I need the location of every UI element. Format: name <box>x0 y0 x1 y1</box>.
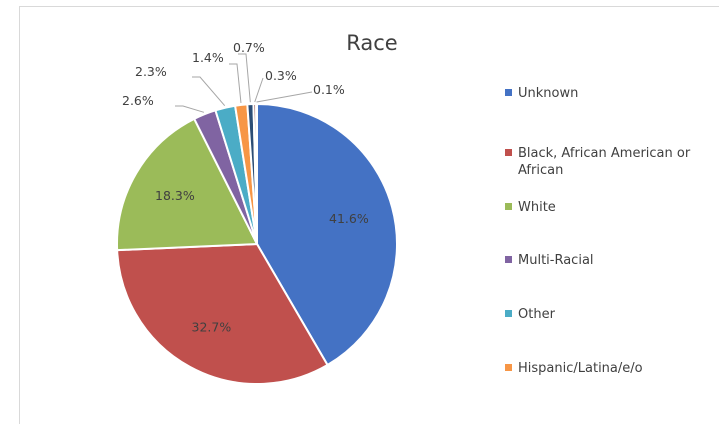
data-label: 32.7% <box>192 320 232 335</box>
leader-line <box>238 53 251 103</box>
leader-line <box>256 91 313 103</box>
legend-swatch <box>505 203 512 210</box>
data-label: 2.3% <box>135 64 167 79</box>
legend-item-black: Black, African American or African <box>505 145 718 179</box>
pie-slice <box>116 117 259 252</box>
pie-slice <box>116 242 329 385</box>
leader-line <box>229 63 242 103</box>
leader-line <box>175 105 205 113</box>
data-label: 41.6% <box>329 211 369 226</box>
chart-title: Race <box>346 31 397 55</box>
legend-item-white: White <box>505 199 556 216</box>
legend-item-unknown: Unknown <box>505 85 578 102</box>
legend-item-other: Other <box>505 306 555 323</box>
legend-swatch <box>505 89 512 96</box>
legend-swatch <box>505 149 512 156</box>
pie-slices <box>116 102 398 385</box>
legend-item-multi-racial: Multi-Racial <box>505 252 594 269</box>
legend-label: Multi-Racial <box>518 253 594 268</box>
legend-item-hispanic: Hispanic/Latina/e/o <box>505 360 643 377</box>
pie-slice <box>255 102 258 245</box>
leader-lines <box>175 53 313 113</box>
data-label: 0.7% <box>233 40 265 55</box>
data-label: 2.6% <box>122 93 154 108</box>
legend-label: Hispanic/Latina/e/o <box>518 361 643 376</box>
data-labels: 41.6% 32.7% 18.3% 2.6% 2.3% 1.4% 0.7%0.3% 0.1% <box>122 40 369 335</box>
data-label: 18.3% <box>155 188 195 203</box>
leader-line <box>254 77 264 103</box>
data-label: 0.3% <box>265 68 297 83</box>
chart-frame <box>19 6 719 424</box>
legend-label: Black, African American or African <box>518 146 691 178</box>
legend-label: White <box>518 200 556 215</box>
data-label: 0.1% <box>313 82 345 97</box>
leader-line <box>192 76 226 107</box>
data-label: 1.4% <box>192 50 224 65</box>
legend-swatch <box>505 364 512 371</box>
legend-label: Other <box>518 307 555 322</box>
legend-swatch <box>505 310 512 317</box>
legend-label: Unknown <box>518 86 579 101</box>
legend-swatch <box>505 256 512 263</box>
pie-slice <box>256 102 398 367</box>
